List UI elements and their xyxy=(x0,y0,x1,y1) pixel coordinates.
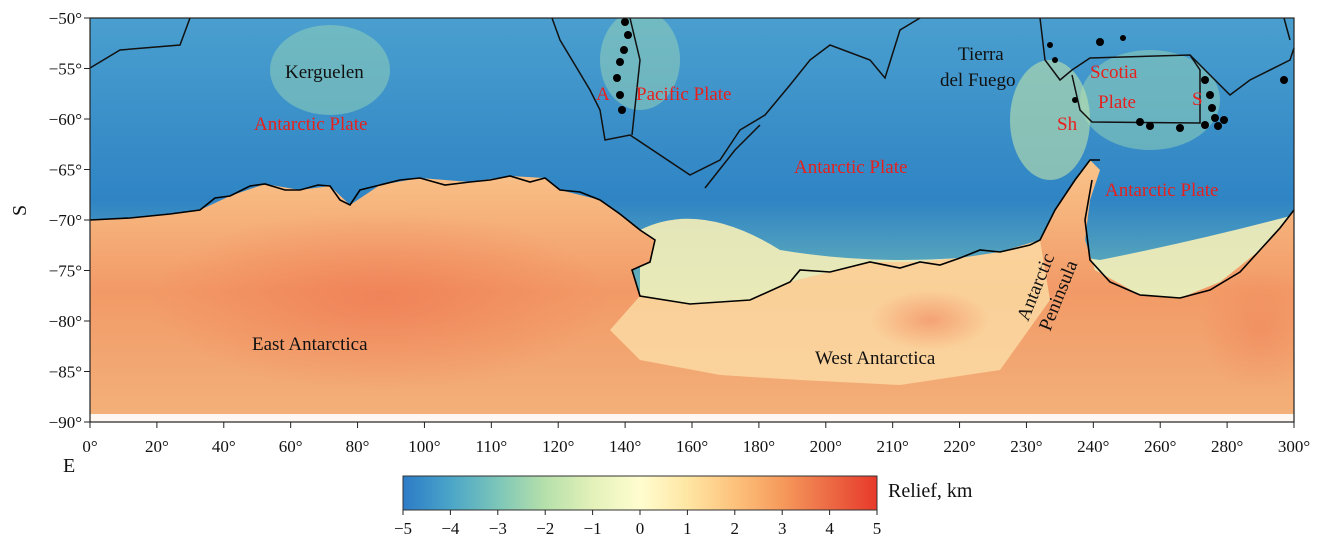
label-kerguelen: Kerguelen xyxy=(285,62,364,83)
y-axis-title: S xyxy=(9,205,31,216)
label-scotia-plate: Plate xyxy=(1098,92,1136,113)
x-tick-label: 160° xyxy=(676,437,708,456)
colorbar-tick-label: −4 xyxy=(441,519,460,538)
coastline xyxy=(89,159,1295,305)
y-tick-label: −90° xyxy=(49,413,82,432)
x-tick-label: 60° xyxy=(279,437,303,456)
label-s: S xyxy=(1192,89,1203,110)
colorbar-tick-label: 4 xyxy=(825,519,834,538)
y-tick-label: −75° xyxy=(49,262,82,281)
label-west-antarctica: West Antarctica xyxy=(815,348,936,369)
colorbar xyxy=(402,475,878,511)
colorbar-tick-label: 3 xyxy=(778,519,787,538)
colorbar-tick-label: −2 xyxy=(536,519,554,538)
y-tick-label: −65° xyxy=(49,161,82,180)
earthquake-points xyxy=(613,18,1288,132)
label-pacific-plate: Pacific Plate xyxy=(636,84,732,105)
x-tick-label: 110° xyxy=(475,437,507,456)
label-antarctic-plate-east: Antarctic Plate xyxy=(1105,180,1218,201)
x-tick-label: 300° xyxy=(1278,437,1310,456)
x-tick-label: 0° xyxy=(82,437,97,456)
x-tick-label: 120° xyxy=(542,437,574,456)
y-axis: −50° −55° −60° −65° −70° −75° −80° −85° −90° xyxy=(49,9,90,432)
x-tick-label: 180° xyxy=(743,437,775,456)
label-antarctic-plate-central: Antarctic Plate xyxy=(794,157,907,178)
x-tick-label: 230° xyxy=(1010,437,1042,456)
x-tick-label: 200° xyxy=(810,437,842,456)
x-tick-label: 220° xyxy=(943,437,975,456)
label-del-fuego: del Fuego xyxy=(940,70,1015,91)
x-tick-label: 210° xyxy=(877,437,909,456)
y-tick-label: −60° xyxy=(49,110,82,129)
x-axis: 0° 20° 40° 60° 80° 100° 110° 120° 140° 160° 180° 20… xyxy=(82,422,1310,456)
label-scotia: Scotia xyxy=(1090,62,1138,83)
y-tick-label: −70° xyxy=(49,211,82,230)
colorbar-tick-label: 5 xyxy=(873,519,882,538)
colorbar-tick-label: −5 xyxy=(394,519,412,538)
x-axis-title: E xyxy=(63,455,75,477)
y-tick-label: −55° xyxy=(49,60,82,79)
plate-boundaries xyxy=(89,17,1295,189)
x-tick-label: 240° xyxy=(1077,437,1109,456)
colorbar-tick-label: 0 xyxy=(636,519,645,538)
y-tick-label: −50° xyxy=(49,9,82,28)
colorbar-tick-label: 1 xyxy=(683,519,692,538)
x-tick-label: 100° xyxy=(408,437,440,456)
x-tick-label: 40° xyxy=(212,437,236,456)
label-sh: Sh xyxy=(1057,114,1078,135)
relief-raster xyxy=(90,18,1294,422)
x-tick-label: 80° xyxy=(346,437,370,456)
colorbar-title: Relief, km xyxy=(888,480,973,502)
x-tick-label: 260° xyxy=(1144,437,1176,456)
colorbar-ticks: −5 −4 −3 −2 −1 0 1 2 3 4 5 xyxy=(394,510,881,538)
colorbar-tick-label: −1 xyxy=(584,519,602,538)
label-a: A xyxy=(596,84,610,105)
x-tick-label: 140° xyxy=(609,437,641,456)
x-tick-label: 280° xyxy=(1211,437,1243,456)
label-east-antarctica: East Antarctica xyxy=(252,334,368,355)
label-tierra: Tierra xyxy=(958,44,1004,65)
label-antarctic-plate-west: Antarctic Plate xyxy=(254,114,367,135)
x-tick-label: 20° xyxy=(145,437,169,456)
colorbar-tick-label: 2 xyxy=(731,519,740,538)
colorbar-tick-label: −3 xyxy=(489,519,507,538)
y-tick-label: −85° xyxy=(49,363,82,382)
y-tick-label: −80° xyxy=(49,312,82,331)
